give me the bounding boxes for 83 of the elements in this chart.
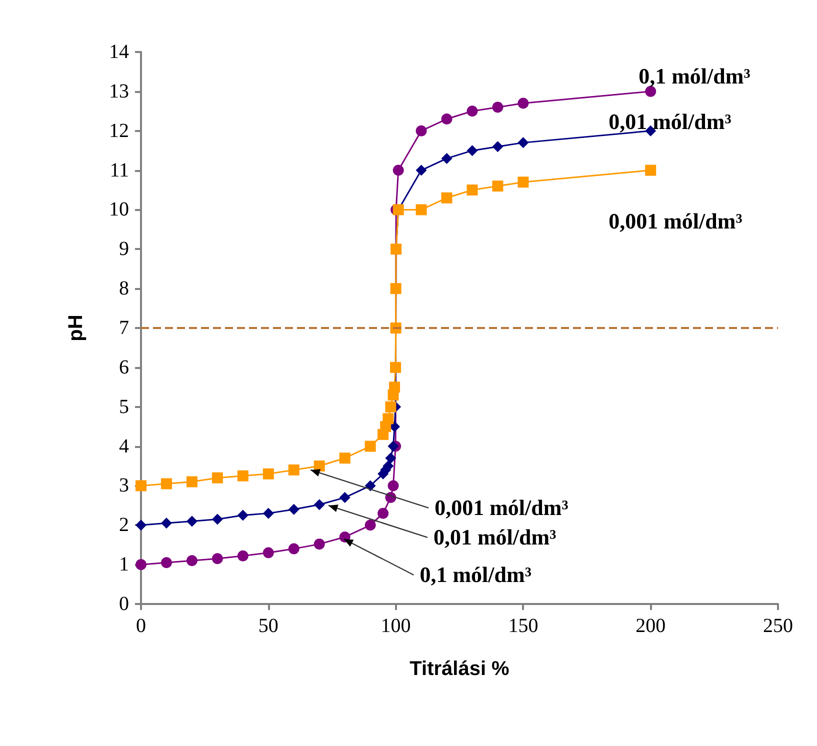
x-axis-title: Titrálási % — [410, 658, 510, 680]
point — [262, 508, 274, 519]
y-tick-label: 8 — [119, 278, 129, 300]
point — [262, 547, 274, 558]
y-tick-label: 10 — [109, 198, 129, 221]
point — [339, 492, 350, 504]
annotation: 0,001 mól/dm³ — [608, 208, 743, 234]
y-tick-label: 6 — [119, 356, 129, 378]
point — [237, 510, 248, 521]
point — [364, 520, 376, 531]
point — [237, 550, 248, 562]
point — [364, 480, 376, 492]
point — [364, 440, 376, 452]
point — [382, 413, 394, 424]
point — [288, 504, 300, 515]
point — [416, 164, 427, 176]
y-axis-title: pH — [65, 314, 87, 342]
point — [160, 557, 172, 568]
point — [136, 480, 146, 492]
point — [416, 204, 427, 216]
point — [385, 401, 396, 412]
point — [416, 125, 427, 136]
y-tick-label: 5 — [119, 396, 129, 418]
point — [160, 478, 172, 490]
y-tick-label: 2 — [119, 514, 129, 536]
point — [492, 141, 504, 152]
point — [186, 516, 198, 527]
point — [518, 137, 529, 148]
y-tick-label: 13 — [109, 80, 129, 102]
point — [212, 514, 223, 525]
y-tick-label: 0 — [119, 593, 129, 615]
point — [186, 476, 198, 488]
annotation: 0,1 mól/dm³ — [638, 63, 751, 88]
y-tick-label: 4 — [119, 435, 129, 458]
point — [441, 114, 452, 125]
point — [388, 440, 399, 452]
point — [262, 468, 274, 480]
point — [237, 470, 248, 482]
y-tick-label: 3 — [119, 474, 129, 497]
point — [390, 283, 402, 294]
point — [160, 518, 172, 529]
point — [390, 362, 402, 373]
point — [392, 164, 404, 176]
point — [288, 543, 300, 554]
point — [212, 553, 223, 564]
x-tick-label: 50 — [258, 615, 278, 637]
point — [518, 98, 529, 109]
point — [518, 176, 529, 188]
point — [378, 508, 389, 519]
point — [136, 520, 146, 531]
x-tick-label: 100 — [380, 615, 411, 637]
point — [388, 480, 399, 492]
point — [492, 102, 504, 113]
point — [466, 145, 478, 156]
annotation: 0,1 mól/dm³ — [420, 562, 532, 587]
point — [466, 106, 478, 117]
y-tick-label: 11 — [110, 159, 129, 182]
annotation: 0,01 mól/dm³ — [433, 524, 557, 550]
x-tick-label: 150 — [508, 615, 538, 637]
y-tick-label: 7 — [119, 317, 129, 339]
point — [186, 555, 198, 566]
point — [339, 452, 350, 464]
annotation: 0,01 mól/dm³ — [608, 108, 732, 134]
point — [314, 499, 325, 510]
y-tick-label: 1 — [119, 554, 129, 576]
point — [466, 184, 478, 196]
annotation: 0,001 mól/dm³ — [434, 494, 569, 520]
y-tick-label: 14 — [109, 41, 129, 63]
point — [389, 382, 400, 393]
point — [385, 452, 396, 464]
point — [492, 180, 504, 192]
y-tick-label: 12 — [109, 120, 129, 142]
x-tick-label: 0 — [136, 615, 146, 637]
point — [212, 472, 223, 484]
x-tick-label: 250 — [763, 615, 793, 637]
point — [441, 152, 452, 164]
point — [645, 164, 656, 176]
point — [136, 559, 146, 570]
point — [441, 192, 452, 204]
x-tick-label: 200 — [636, 615, 666, 637]
point — [288, 464, 300, 476]
point — [314, 538, 325, 550]
y-tick-label: 9 — [119, 238, 129, 260]
